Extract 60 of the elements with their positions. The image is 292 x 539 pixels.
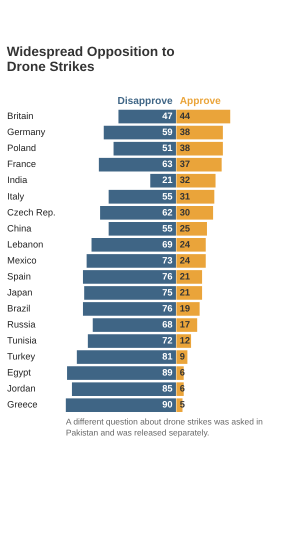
data-label: 21 (180, 271, 190, 282)
data-label: 75 (162, 287, 173, 298)
data-label: 59 (162, 127, 173, 138)
y-tick-label: Italy (7, 191, 25, 202)
data-label: 5 (180, 400, 185, 410)
y-tick-label: Germany (7, 127, 46, 138)
y-tick-label: Russia (7, 320, 36, 330)
data-label: 55 (162, 223, 173, 234)
data-label: 12 (180, 336, 190, 346)
data-label: 90 (162, 400, 173, 410)
data-label: 81 (162, 352, 173, 362)
data-label: 37 (180, 159, 190, 170)
y-tick-label: Poland (7, 143, 36, 154)
data-label: 31 (180, 191, 190, 202)
data-label: 76 (162, 271, 173, 282)
series-label: Disapprove (118, 96, 173, 107)
y-tick-label: India (7, 175, 28, 186)
data-label: 76 (162, 304, 173, 314)
data-label: 21 (162, 175, 173, 186)
y-tick-label: Turkey (7, 352, 36, 362)
y-tick-label: Czech Rep. (7, 207, 56, 218)
bar (176, 286, 202, 300)
data-label: 85 (162, 384, 173, 394)
data-label: 89 (162, 368, 173, 378)
data-label: 17 (180, 320, 190, 330)
y-tick-label: France (7, 159, 36, 170)
data-label: 63 (162, 159, 173, 170)
data-label: 62 (162, 207, 173, 218)
data-label: 24 (180, 255, 191, 266)
data-label: 38 (180, 143, 190, 154)
y-tick-label: Greece (7, 400, 38, 410)
y-tick-label: Spain (7, 271, 31, 282)
data-label: 24 (180, 239, 191, 250)
y-tick-label: Brazil (7, 304, 30, 314)
data-label: 51 (162, 143, 173, 154)
y-tick-label: Britain (7, 111, 34, 122)
y-tick-label: Japan (7, 287, 32, 298)
data-label: 9 (180, 352, 185, 362)
data-label: 32 (180, 175, 190, 186)
y-tick-label: Egypt (7, 368, 32, 378)
series-label: Approve (180, 96, 222, 107)
data-label: 38 (180, 127, 190, 138)
text: A different question about drone strikes was asked in Pakistan and was released separately. (66, 416, 264, 438)
y-tick-label: China (7, 223, 32, 234)
data-label: 47 (162, 111, 173, 122)
data-label: 25 (180, 223, 190, 234)
data-label: 68 (162, 320, 173, 330)
chart-title: Widespread Opposition to Drone Strikes (6, 44, 175, 74)
data-label: 21 (180, 287, 190, 298)
data-label: 55 (162, 191, 173, 202)
data-label: 72 (162, 336, 173, 346)
y-tick-label: Lebanon (7, 239, 44, 250)
data-label: 73 (162, 255, 173, 266)
y-tick-label: Jordan (7, 384, 36, 394)
y-tick-label: Mexico (7, 255, 37, 266)
y-tick-label: Tunisia (7, 336, 38, 346)
data-label: 44 (180, 111, 191, 122)
data-label: 30 (180, 207, 190, 218)
data-label: 19 (180, 304, 190, 314)
data-label: 69 (162, 239, 173, 250)
